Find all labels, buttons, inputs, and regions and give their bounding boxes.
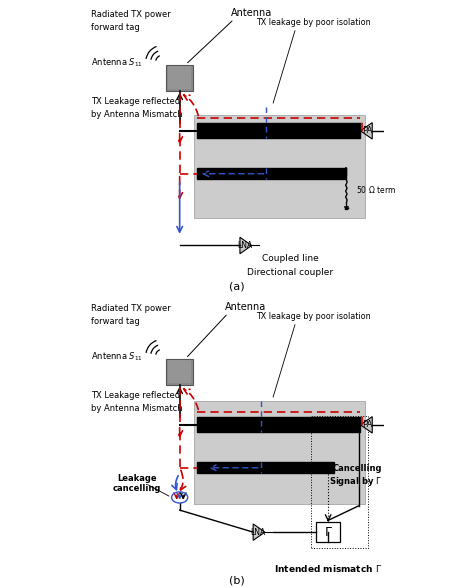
Text: Antenna $S_{11}$: Antenna $S_{11}$ xyxy=(91,351,144,363)
Bar xyxy=(194,401,365,504)
Bar xyxy=(197,123,361,138)
Bar xyxy=(194,115,365,218)
Text: $\Gamma$: $\Gamma$ xyxy=(324,526,333,539)
Text: Directional coupler: Directional coupler xyxy=(247,268,333,278)
Text: LNA: LNA xyxy=(237,241,253,250)
Text: forward tag: forward tag xyxy=(91,318,140,326)
Text: Intended mismatch $\Gamma$: Intended mismatch $\Gamma$ xyxy=(274,563,382,574)
Bar xyxy=(197,168,346,179)
Polygon shape xyxy=(361,416,372,433)
Bar xyxy=(197,417,361,432)
Text: by Antenna Mismatch: by Antenna Mismatch xyxy=(91,404,183,413)
Bar xyxy=(197,462,334,473)
Text: TX Leakage reflected: TX Leakage reflected xyxy=(91,391,181,400)
Text: (a): (a) xyxy=(229,282,245,292)
Text: PA: PA xyxy=(362,420,373,429)
Text: Antenna: Antenna xyxy=(225,302,266,312)
Text: LNA: LNA xyxy=(251,527,266,537)
Text: Leakage
cancelling: Leakage cancelling xyxy=(113,474,161,493)
Text: Coupled line: Coupled line xyxy=(262,254,319,263)
Bar xyxy=(310,416,368,548)
Text: Antenna $S_{11}$: Antenna $S_{11}$ xyxy=(91,57,144,69)
Text: Antenna: Antenna xyxy=(231,8,273,18)
Text: Cancelling
Signal by $\Gamma$: Cancelling Signal by $\Gamma$ xyxy=(329,465,383,488)
FancyBboxPatch shape xyxy=(168,360,191,383)
Text: by Antenna Mismatch: by Antenna Mismatch xyxy=(91,110,183,119)
FancyBboxPatch shape xyxy=(166,359,193,385)
Bar xyxy=(316,522,340,542)
Polygon shape xyxy=(361,122,372,139)
Text: 50 $\Omega$ term: 50 $\Omega$ term xyxy=(356,184,396,195)
FancyBboxPatch shape xyxy=(166,65,193,91)
Text: TX Leakage reflected: TX Leakage reflected xyxy=(91,97,181,106)
Text: TX leakage by poor isolation: TX leakage by poor isolation xyxy=(256,18,371,26)
Polygon shape xyxy=(240,237,252,254)
Text: PA: PA xyxy=(362,126,373,135)
Text: (b): (b) xyxy=(229,576,245,586)
Text: Radiated TX power: Radiated TX power xyxy=(91,10,171,19)
FancyBboxPatch shape xyxy=(168,66,191,89)
Text: Radiated TX power: Radiated TX power xyxy=(91,304,171,313)
Text: forward tag: forward tag xyxy=(91,24,140,32)
Text: TX leakage by poor isolation: TX leakage by poor isolation xyxy=(256,312,371,320)
Polygon shape xyxy=(253,524,265,540)
